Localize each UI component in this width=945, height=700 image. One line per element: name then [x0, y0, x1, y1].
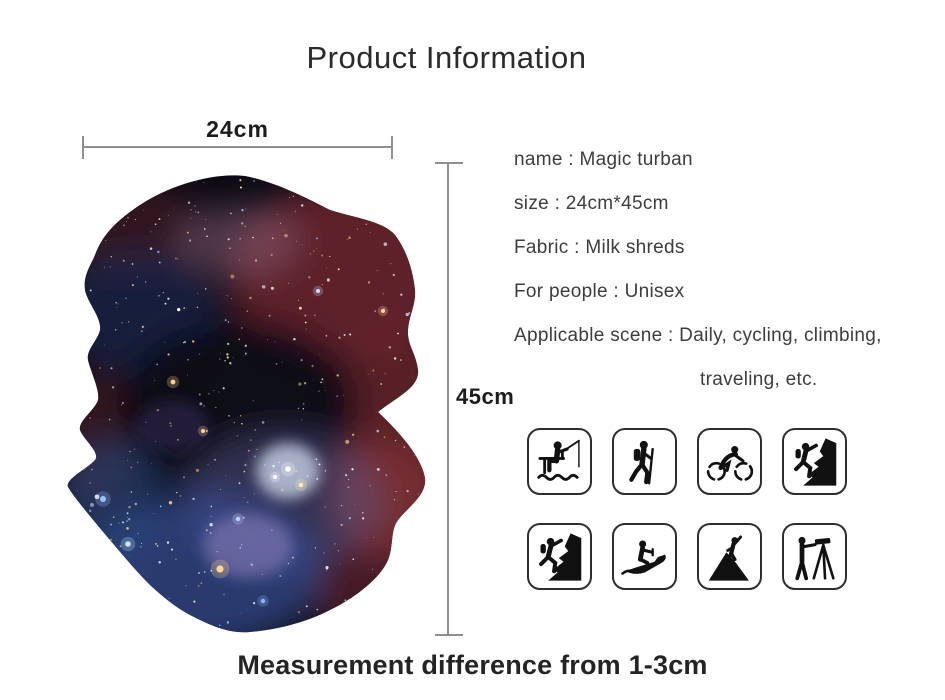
product-image-galaxy-turban — [67, 175, 426, 633]
climbing-icon — [527, 523, 592, 590]
jet-ski-icon — [612, 523, 677, 590]
width-dimension-line — [82, 136, 393, 159]
page-title: Product Information — [306, 40, 587, 75]
width-dimension-label: 24cm — [206, 116, 269, 142]
spec-name: name : Magic turban — [514, 149, 693, 170]
measurement-note: Measurement difference from 1-3cm — [237, 650, 708, 680]
surveying-tripod-icon — [782, 523, 847, 590]
spec-scene-cont: traveling, etc. — [700, 369, 818, 390]
height-dimension-label: 45cm — [456, 384, 515, 409]
cycling-icon — [697, 428, 762, 495]
spec-scene: Applicable scene : Daily, cycling, climb… — [514, 325, 882, 346]
height-dimension-line — [435, 162, 463, 636]
rock-climbing-icon — [782, 428, 847, 495]
scene-icons-grid — [527, 428, 847, 590]
product-specs: name : Magic turban size : 24cm*45cm Fab… — [514, 138, 882, 402]
fishing-icon — [527, 428, 592, 495]
hiking-icon — [612, 428, 677, 495]
spec-fabric: Fabric : Milk shreds — [514, 237, 685, 258]
mountain-summit-icon — [697, 523, 762, 590]
spec-for-people: For people : Unisex — [514, 281, 685, 302]
spec-size: size : 24cm*45cm — [514, 193, 669, 214]
